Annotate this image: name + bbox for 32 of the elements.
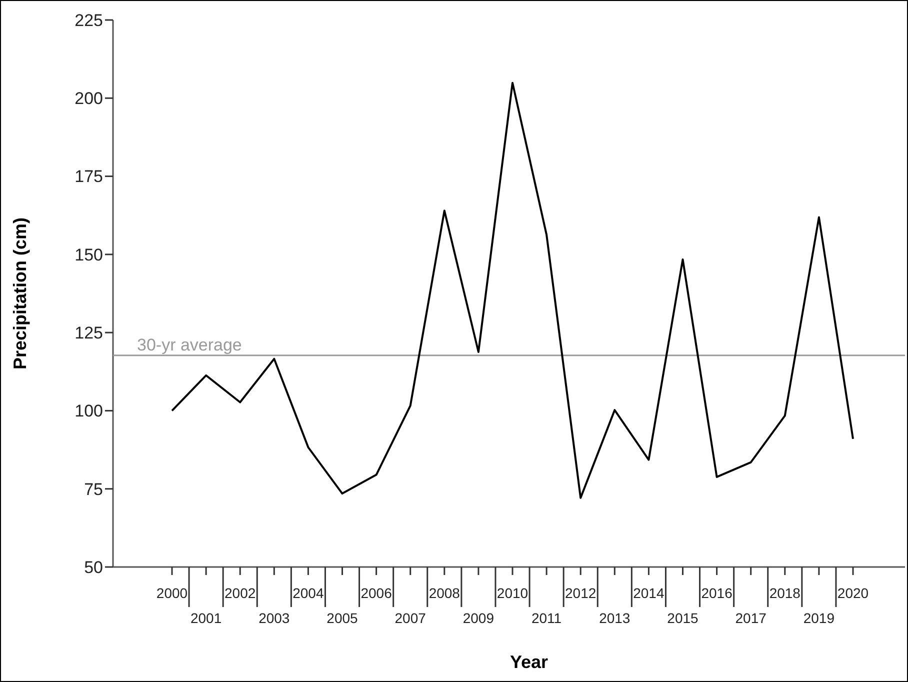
x-tick-label: 2014 <box>633 585 664 601</box>
y-tick-label: 150 <box>74 245 103 264</box>
x-tick-label: 2013 <box>599 610 630 626</box>
y-tick-label: 125 <box>74 324 103 343</box>
x-tick-label: 2007 <box>394 610 426 626</box>
x-tick-label: 2015 <box>667 610 699 626</box>
x-axis-title: Year <box>510 652 548 672</box>
x-tick-label: 2009 <box>462 610 494 626</box>
x-tick-label: 2000 <box>156 585 188 601</box>
y-tick-label: 175 <box>74 167 103 186</box>
x-tick-label: 2001 <box>190 610 222 626</box>
x-tick-label: 2003 <box>258 610 290 626</box>
x-tick-label: 2006 <box>360 585 392 601</box>
x-tick-label: 2002 <box>224 585 256 601</box>
x-tick-label: 2011 <box>531 610 562 626</box>
y-tick-label: 100 <box>74 402 103 421</box>
x-tick-label: 2019 <box>803 610 835 626</box>
y-tick-label: 225 <box>74 10 103 30</box>
x-tick-label: 2017 <box>735 610 767 626</box>
y-tick-label: 50 <box>84 558 103 577</box>
x-tick-label: 2016 <box>701 585 733 601</box>
x-tick-label: 2008 <box>428 585 460 601</box>
x-tick-label: 2004 <box>292 585 324 601</box>
x-tick-label: 2020 <box>837 585 869 601</box>
x-tick-label: 2012 <box>565 585 596 601</box>
ref-line-label: 30-yr average <box>137 335 242 354</box>
x-tick-label: 2010 <box>496 585 528 601</box>
y-tick-label: 200 <box>74 89 103 108</box>
y-tick-label: 75 <box>84 480 103 499</box>
x-tick-label: 2018 <box>769 585 801 601</box>
x-tick-label: 2005 <box>326 610 358 626</box>
y-axis-title: Precipitation (cm) <box>10 217 30 370</box>
